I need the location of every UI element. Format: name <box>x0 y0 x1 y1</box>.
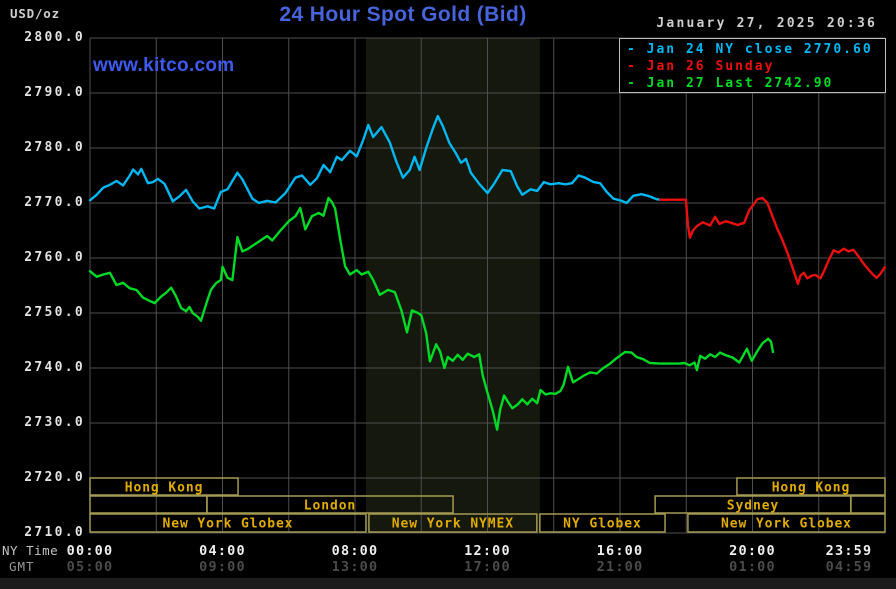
ny-time-axis-label: NY Time <box>2 543 59 558</box>
x-tick-ny-time: 12:00 <box>464 543 511 559</box>
y-tick-label: 2720.0 <box>24 470 85 485</box>
y-tick-label: 2760.0 <box>24 250 85 265</box>
y-tick-label: 2730.0 <box>24 415 85 430</box>
kitco-watermark[interactable]: www.kitco.com <box>93 55 235 76</box>
x-tick-ny-time: 04:00 <box>199 543 246 559</box>
chart-gridlines <box>89 37 886 534</box>
session-label: Sydney <box>727 499 779 514</box>
legend-item: - Jan 27 Last 2742.90 <box>627 76 834 91</box>
legend-item: - Jan 26 Sunday <box>627 59 775 74</box>
x-tick-ny-time: 08:00 <box>331 543 379 559</box>
x-tick-gmt-time: 09:00 <box>199 559 246 575</box>
session-box <box>687 513 886 533</box>
session-label: New York Globex <box>163 517 294 532</box>
x-tick-gmt-time: 01:00 <box>729 559 776 575</box>
nymex-session-shade <box>365 38 540 533</box>
session-label: New York Globex <box>721 517 852 532</box>
y-tick-label: 2770.0 <box>24 195 85 210</box>
session-box <box>736 477 886 496</box>
price-line <box>88 196 775 431</box>
session-label: NY Globex <box>563 517 642 532</box>
y-tick-label: 2790.0 <box>24 85 85 100</box>
session-label: London <box>304 499 356 514</box>
chart-title: 24 Hour Spot Gold (Bid) <box>279 3 527 26</box>
session-box <box>850 495 886 514</box>
session-box <box>89 513 367 533</box>
y-tick-label: 2800.0 <box>24 30 85 45</box>
y-tick-label: 2710.0 <box>24 525 85 540</box>
x-tick-gmt-time: 17:00 <box>464 559 511 575</box>
gmt-axis-label: GMT <box>9 559 35 574</box>
x-tick-ny-time: 00:00 <box>66 543 114 559</box>
session-label: Hong Kong <box>772 481 851 496</box>
nymex-shade-rect <box>365 38 540 533</box>
session-box <box>539 513 666 533</box>
y-tick-label: 2750.0 <box>24 305 85 320</box>
y-tick-label: 2740.0 <box>24 360 85 375</box>
legend-item: - Jan 24 NY close 2770.60 <box>627 42 873 57</box>
chart-timestamp: January 27, 2025 20:36 <box>656 16 877 31</box>
x-tick-gmt-time: 04:59 <box>825 559 873 575</box>
x-tick-gmt-time: 21:00 <box>596 559 644 575</box>
y-tick-label: 2780.0 <box>24 140 85 155</box>
x-tick-gmt-time: 05:00 <box>66 559 114 575</box>
x-tick-ny-time: 23:59 <box>825 543 873 559</box>
x-tick-gmt-time: 13:00 <box>331 559 379 575</box>
session-box <box>206 495 454 514</box>
session-box <box>89 495 208 514</box>
x-tick-ny-time: 16:00 <box>596 543 644 559</box>
session-box <box>89 477 239 496</box>
bottom-bar <box>0 578 896 589</box>
legend-box: - Jan 24 NY close 2770.60 - Jan 26 Sunday… <box>619 38 886 93</box>
y-axis-unit-label: USD/oz <box>10 6 60 21</box>
session-label: Hong Kong <box>125 481 204 496</box>
price-lines <box>88 114 886 431</box>
price-line <box>88 114 662 210</box>
price-line <box>658 196 886 285</box>
x-tick-ny-time: 20:00 <box>729 543 776 559</box>
market-session-bars: Hong Kong Hong Kong London Sydney New York G… <box>89 477 886 533</box>
session-box <box>368 513 538 533</box>
session-label: New York NYMEX <box>392 517 514 532</box>
